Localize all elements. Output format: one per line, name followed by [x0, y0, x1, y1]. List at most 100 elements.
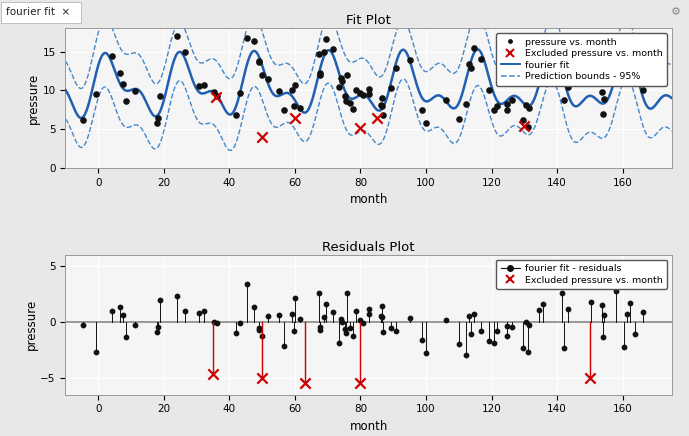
Point: [521, 102, 532, 109]
Point: [502, 100, 513, 107]
Point: [155, 296, 166, 303]
Point: [630, 73, 641, 80]
Point: [152, 328, 163, 335]
Y-axis label: pressure: pressure: [25, 299, 38, 350]
Point: [235, 89, 246, 96]
Point: [404, 315, 415, 322]
Point: [464, 312, 475, 319]
Point: [336, 75, 347, 82]
Point: [468, 310, 479, 317]
Point: [557, 290, 568, 296]
Point: [290, 294, 301, 301]
Point: [598, 95, 609, 102]
Point: [230, 111, 241, 118]
X-axis label: month: month: [349, 420, 388, 433]
Text: ⚙: ⚙: [670, 7, 681, 17]
Point: [114, 303, 125, 310]
Point: [340, 329, 351, 336]
Point: [533, 307, 544, 313]
Point: [610, 50, 621, 57]
Point: [279, 343, 290, 350]
Point: [421, 119, 432, 126]
Point: [537, 300, 548, 307]
Point: [235, 319, 246, 326]
Point: [489, 106, 500, 113]
Point: [391, 327, 402, 334]
Point: [598, 311, 609, 318]
Point: [416, 106, 427, 113]
Point: [502, 323, 513, 330]
Y-axis label: pressure: pressure: [27, 73, 40, 124]
Point: [155, 92, 166, 99]
Point: [598, 334, 609, 341]
Point: [440, 317, 451, 324]
Point: [563, 306, 574, 313]
Point: [355, 316, 366, 323]
Legend: fourier fit - residuals, Excluded pressure vs. month: fourier fit - residuals, Excluded pressu…: [496, 259, 667, 290]
Point: [350, 87, 361, 94]
Point: [286, 310, 297, 317]
Point: [453, 341, 464, 348]
Point: [376, 102, 387, 109]
Point: [314, 72, 325, 79]
Point: [313, 51, 325, 58]
Point: [502, 106, 513, 113]
Point: [198, 307, 209, 314]
Point: [274, 88, 285, 95]
Point: [314, 70, 325, 77]
Point: [328, 46, 339, 53]
Point: [621, 310, 633, 317]
Point: [344, 99, 356, 106]
Point: [172, 33, 183, 40]
Point: [295, 316, 306, 323]
X-axis label: month: month: [349, 194, 388, 206]
Point: [460, 351, 471, 358]
Point: [519, 123, 530, 129]
Point: [624, 300, 635, 307]
Point: [153, 115, 164, 122]
Point: [355, 380, 366, 387]
Point: [376, 102, 387, 109]
Point: [130, 88, 141, 95]
Point: [77, 322, 88, 329]
Point: [290, 81, 301, 88]
Point: [321, 301, 332, 308]
Point: [263, 312, 274, 319]
Point: [289, 102, 300, 109]
Point: [491, 103, 502, 110]
Point: [256, 133, 267, 140]
Title: Residuals Plot: Residuals Plot: [322, 241, 415, 254]
Point: [342, 289, 353, 296]
Point: [198, 82, 209, 89]
Point: [153, 324, 164, 330]
Point: [344, 325, 356, 332]
Point: [256, 71, 267, 78]
Point: [506, 323, 517, 330]
Point: [286, 87, 297, 94]
Point: [254, 324, 265, 331]
Point: [523, 348, 534, 355]
Point: [350, 308, 361, 315]
Point: [340, 97, 351, 104]
Point: [91, 90, 102, 97]
Point: [468, 45, 479, 52]
Point: [537, 54, 548, 61]
Point: [355, 124, 366, 131]
Point: [342, 72, 353, 78]
Point: [521, 318, 532, 325]
Point: [621, 41, 633, 48]
Point: [336, 318, 347, 325]
Point: [440, 96, 451, 103]
Point: [460, 101, 471, 108]
Point: [254, 57, 265, 64]
Point: [563, 83, 574, 90]
Point: [114, 69, 125, 76]
Point: [524, 322, 535, 329]
Point: [363, 305, 374, 312]
Point: [385, 85, 396, 92]
Point: [336, 315, 347, 322]
Point: [230, 330, 241, 337]
Point: [376, 313, 387, 320]
Point: [475, 55, 486, 62]
Point: [321, 36, 332, 43]
